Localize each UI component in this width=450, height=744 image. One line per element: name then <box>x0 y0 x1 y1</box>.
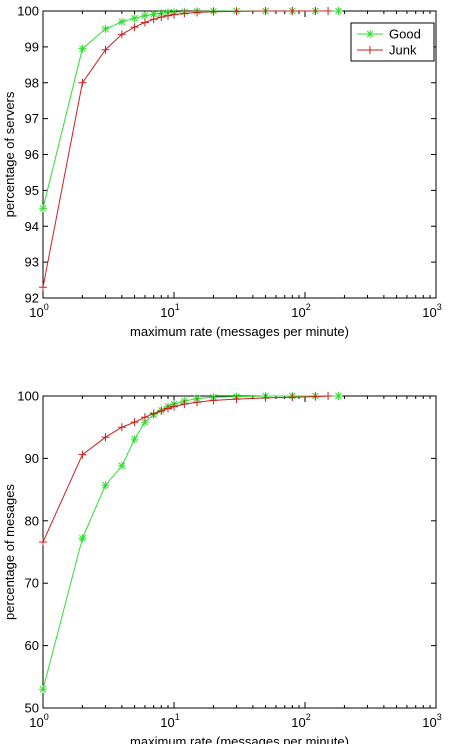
star-marker <box>130 435 139 444</box>
y-tick-label: 70 <box>25 576 39 591</box>
star-marker <box>117 461 126 470</box>
plus-marker <box>78 78 87 87</box>
plus-marker <box>101 433 110 442</box>
plus-marker <box>78 450 87 459</box>
y-tick-label: 93 <box>25 255 39 270</box>
plus-marker <box>140 18 149 27</box>
legend-entry-junk: Junk <box>389 43 417 58</box>
y-tick-label: 90 <box>25 451 39 466</box>
y-tick-label: 96 <box>25 147 39 162</box>
series-line-junk <box>42 10 329 288</box>
plus-marker <box>170 10 178 19</box>
x-tick-label: 102 <box>291 302 310 320</box>
y-tick-label: 92 <box>25 291 39 306</box>
chart-panel-1: 92 93 94 95 96 97 98 99 100 100 101 102 103 maximum r… <box>2 4 442 340</box>
plus-marker <box>193 8 202 17</box>
plus-marker <box>324 392 333 400</box>
star-marker <box>140 11 149 20</box>
y-tick-label: 100 <box>17 389 39 404</box>
star-marker <box>39 204 47 213</box>
star-marker <box>101 24 110 33</box>
plus-marker <box>180 400 189 409</box>
plus-marker <box>232 395 241 404</box>
star-marker <box>130 14 139 23</box>
legend-box <box>350 22 435 62</box>
star-marker <box>78 534 87 543</box>
star-marker <box>78 44 87 53</box>
plus-marker <box>324 7 333 15</box>
y-tick-label: 100 <box>17 4 39 19</box>
plus-marker <box>261 7 270 15</box>
plus-marker <box>39 283 47 292</box>
plus-marker <box>180 9 189 18</box>
plus-marker <box>149 409 158 418</box>
star-marker <box>101 481 110 490</box>
plus-marker <box>311 392 320 401</box>
plus-marker <box>288 7 297 15</box>
star-marker <box>366 30 374 38</box>
chart-panel-2: 50 60 70 80 90 100 100 101 102 103 maximum rate (m… <box>2 389 442 744</box>
y-tick-label: 94 <box>25 219 39 234</box>
plot-frame <box>42 395 437 709</box>
x-tick-label: 101 <box>160 302 179 320</box>
x-tick-label: 103 <box>422 712 441 730</box>
legend-entry-good: Good <box>389 27 421 42</box>
series-good <box>39 7 343 213</box>
star-marker <box>334 7 343 15</box>
x-tick-label: 102 <box>291 712 310 730</box>
x-tick-label: 101 <box>160 712 179 730</box>
y-tick-label: 98 <box>25 75 39 90</box>
series-line-junk <box>42 395 329 543</box>
plus-marker <box>232 7 241 16</box>
plus-marker <box>117 30 126 39</box>
plus-marker <box>209 7 218 16</box>
plus-marker <box>164 11 173 20</box>
x-axis-label: maximum rate (messages per minute) <box>130 734 349 744</box>
series-line-good <box>42 10 339 209</box>
plus-marker <box>157 13 166 22</box>
plus-marker <box>39 538 47 547</box>
plus-marker <box>261 393 270 402</box>
plus-marker <box>130 23 139 32</box>
plus-marker <box>164 404 173 413</box>
plus-marker <box>157 406 166 415</box>
y-tick-label: 80 <box>25 513 39 528</box>
series-junk <box>39 392 333 547</box>
plus-marker <box>209 396 218 405</box>
plus-marker <box>170 402 178 411</box>
plus-marker <box>193 398 202 407</box>
y-tick-label: 60 <box>25 638 39 653</box>
plus-marker <box>101 45 110 54</box>
series-good <box>39 392 343 694</box>
plus-marker <box>311 7 320 15</box>
series-junk <box>39 7 333 292</box>
x-tick-label: 100 <box>29 712 48 730</box>
star-marker <box>140 418 149 427</box>
y-tick-label: 50 <box>25 701 39 716</box>
star-marker <box>334 392 343 400</box>
plus-marker <box>366 46 374 54</box>
y-tick-label: 95 <box>25 183 39 198</box>
star-marker <box>117 17 126 26</box>
plus-marker <box>149 15 158 24</box>
plus-marker <box>288 393 297 402</box>
plus-marker <box>130 418 139 427</box>
x-tick-label: 103 <box>422 302 441 320</box>
y-tick-label: 99 <box>25 39 39 54</box>
star-marker <box>39 685 47 694</box>
x-axis-label: maximum rate (messages per minute) <box>130 324 349 339</box>
series-line-good <box>42 395 339 690</box>
y-axis-label: percentage of servers <box>2 91 17 217</box>
x-tick-label: 100 <box>29 302 48 320</box>
y-axis-label: percentage of mesages <box>2 484 17 620</box>
y-tick-label: 97 <box>25 111 39 126</box>
plus-marker <box>117 423 126 432</box>
plus-marker <box>140 413 149 422</box>
